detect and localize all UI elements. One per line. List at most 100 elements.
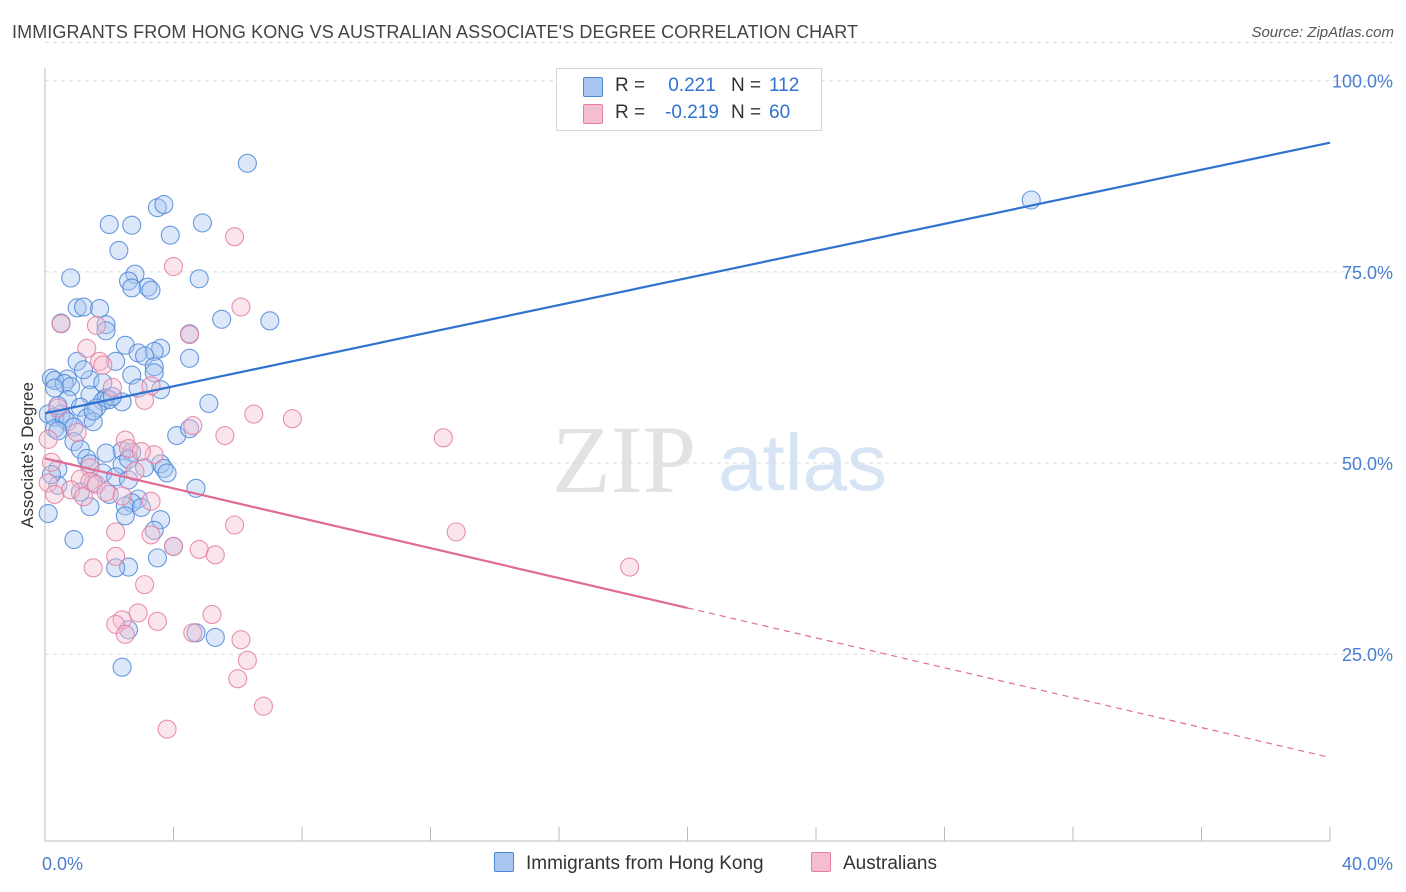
axes	[44, 68, 1331, 842]
point-australians	[77, 338, 97, 358]
trend-line-hong-kong	[44, 141, 1331, 415]
point-hong-kong	[96, 315, 116, 335]
grid	[45, 41, 1392, 655]
legend-r-value: -0.219	[665, 102, 719, 123]
point-australians	[106, 522, 126, 542]
point-hong-kong	[83, 401, 103, 421]
point-hong-kong	[122, 215, 142, 235]
point-hong-kong	[147, 548, 167, 568]
point-hong-kong	[96, 321, 116, 341]
legend-r-label: R =	[615, 102, 646, 123]
point-australians	[51, 314, 71, 334]
point-australians	[231, 297, 251, 317]
point-hong-kong	[112, 657, 132, 677]
point-australians	[48, 398, 68, 418]
point-hong-kong	[157, 463, 177, 483]
point-australians	[106, 614, 126, 634]
legend-r-label: R =	[615, 75, 646, 96]
point-hong-kong	[144, 341, 164, 361]
point-australians	[90, 351, 110, 371]
point-australians	[253, 696, 274, 716]
legend-item-australians[interactable]: Australians	[811, 852, 937, 875]
trend-line-australians	[44, 457, 688, 610]
point-australians	[86, 474, 106, 495]
point-australians	[224, 515, 245, 535]
tick-labels: 25.0% 50.0% 75.0% 100.0% 0.0% 40.0%	[42, 72, 1393, 874]
point-hong-kong	[151, 510, 171, 530]
point-australians	[106, 546, 126, 566]
point-hong-kong	[189, 269, 209, 289]
legend-swatch-blue	[494, 852, 514, 872]
point-hong-kong	[38, 503, 58, 524]
y-tick-label: 100.0%	[1332, 72, 1393, 92]
legend-label: Australians	[843, 853, 937, 874]
legend-n-label: N =	[731, 102, 762, 123]
point-hong-kong	[115, 506, 135, 526]
point-australians	[202, 604, 222, 625]
point-australians	[131, 442, 151, 462]
point-australians	[112, 486, 132, 506]
point-hong-kong	[131, 497, 151, 517]
legend-n-value: 112	[769, 75, 800, 96]
point-hong-kong	[180, 419, 200, 439]
y-tick-label: 25.0%	[1342, 645, 1393, 665]
legend-n-value: 60	[769, 102, 791, 123]
legend-swatch-pink	[811, 852, 831, 872]
point-australians	[189, 539, 209, 560]
point-hong-kong	[83, 412, 103, 432]
point-australians	[620, 557, 640, 577]
point-hong-kong	[199, 393, 219, 413]
point-australians	[96, 482, 116, 502]
point-hong-kong	[237, 153, 257, 173]
legend-item-hong-kong[interactable]: Immigrants from Hong Kong	[494, 852, 764, 875]
point-australians	[102, 377, 123, 397]
point-hong-kong	[109, 240, 129, 261]
point-australians	[231, 630, 251, 650]
point-hong-kong	[106, 351, 126, 371]
point-hong-kong	[74, 297, 94, 317]
legend-swatch-blue	[583, 77, 603, 97]
point-australians	[183, 623, 203, 643]
point-australians	[163, 536, 184, 556]
point-hong-kong	[122, 278, 142, 298]
point-australians	[147, 611, 167, 631]
point-australians	[224, 227, 245, 247]
point-hong-kong	[260, 311, 280, 331]
legend-swatch-pink	[583, 104, 603, 124]
point-hong-kong	[74, 360, 94, 380]
point-hong-kong	[45, 419, 65, 439]
y-axis-label: Associate's Degree	[18, 382, 37, 528]
point-hong-kong	[64, 417, 84, 437]
point-hong-kong	[160, 225, 180, 245]
watermark-zip: ZIP	[552, 406, 696, 513]
point-australians	[86, 315, 106, 335]
point-australians	[180, 325, 200, 345]
point-australians	[115, 624, 135, 644]
point-hong-kong	[99, 214, 119, 235]
points	[38, 153, 1041, 739]
point-hong-kong	[64, 529, 84, 550]
point-hong-kong	[83, 473, 103, 493]
point-australians	[83, 558, 103, 578]
x-tick-label: 0.0%	[42, 854, 83, 874]
point-hong-kong	[205, 627, 225, 647]
y-tick-label: 75.0%	[1342, 263, 1393, 283]
legend-label: Immigrants from Hong Kong	[526, 853, 764, 874]
point-australians	[183, 416, 203, 436]
point-australians	[74, 487, 94, 507]
point-australians	[446, 522, 466, 542]
point-australians	[45, 484, 65, 504]
point-hong-kong	[48, 421, 68, 441]
watermark-atlas: atlas	[718, 418, 887, 507]
point-hong-kong	[96, 443, 116, 463]
point-australians	[141, 525, 161, 545]
point-australians	[141, 491, 161, 511]
point-hong-kong	[192, 213, 212, 233]
point-australians	[163, 256, 184, 277]
legend-r-value: 0.221	[668, 75, 716, 96]
point-hong-kong	[135, 458, 155, 478]
point-australians	[244, 404, 264, 424]
point-australians	[157, 719, 177, 739]
point-hong-kong	[90, 299, 110, 319]
point-hong-kong	[67, 298, 87, 318]
